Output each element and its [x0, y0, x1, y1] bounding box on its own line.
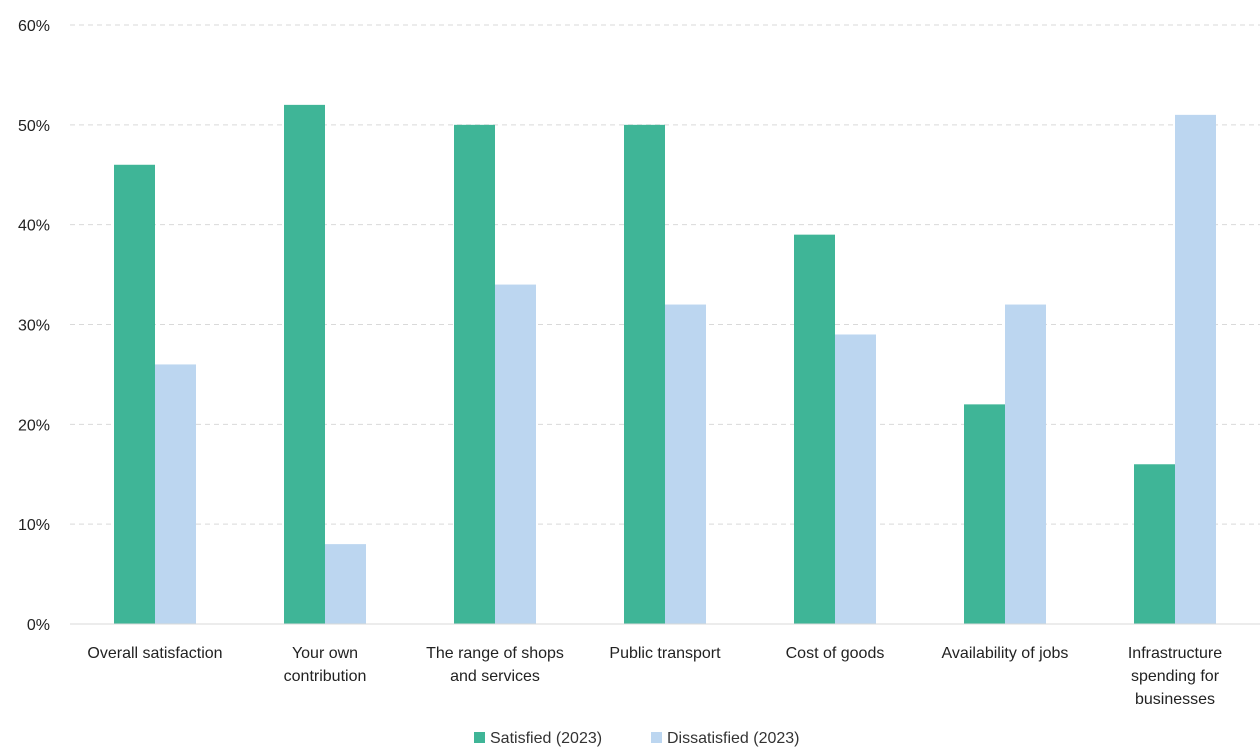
y-tick-label: 20%: [18, 417, 50, 434]
x-category-label: Infrastructure spending for businesses: [1128, 645, 1222, 708]
y-axis-ticks: 0% 10% 20% 30% 40% 50% 60%: [18, 18, 50, 634]
y-tick-label: 0%: [27, 617, 50, 634]
x-category-label-line: Infrastructure: [1128, 645, 1222, 662]
bar-satisfied: [794, 234, 835, 624]
y-tick-label: 40%: [18, 218, 50, 235]
legend: Satisfied (2023) Dissatisfied (2023): [474, 730, 800, 747]
bar-satisfied: [284, 104, 325, 624]
y-tick-label: 10%: [18, 517, 50, 534]
x-axis-categories: Overall satisfaction Your own contribution…: [87, 645, 1222, 708]
x-category-label: Public transport: [609, 645, 721, 662]
x-category-label: Your own contribution: [284, 645, 367, 685]
legend-label: Satisfied (2023): [490, 730, 602, 747]
bar-dissatisfied: [325, 544, 366, 624]
legend-swatch: [474, 732, 485, 743]
x-category-label: Overall satisfaction: [87, 645, 222, 662]
bar-dissatisfied: [1005, 304, 1046, 624]
bar-dissatisfied: [155, 364, 196, 624]
bar-dissatisfied: [495, 284, 536, 624]
x-category-label: Cost of goods: [786, 645, 885, 662]
bar-dissatisfied: [1175, 114, 1216, 624]
y-tick-label: 60%: [18, 18, 50, 35]
x-category-label-line: businesses: [1135, 691, 1215, 708]
x-category-label-line: Public transport: [609, 645, 721, 662]
bar-satisfied: [114, 164, 155, 624]
bar-satisfied: [454, 124, 495, 624]
x-category-label-line: contribution: [284, 668, 367, 685]
legend-swatch: [651, 732, 662, 743]
x-category-label-line: Availability of jobs: [942, 645, 1069, 662]
x-category-label-line: The range of shops: [426, 645, 564, 662]
y-tick-label: 50%: [18, 118, 50, 135]
bar-dissatisfied: [835, 334, 876, 624]
y-tick-label: 30%: [18, 318, 50, 335]
legend-label: Dissatisfied (2023): [667, 730, 800, 747]
bar-satisfied: [624, 124, 665, 624]
x-category-label-line: Your own: [292, 645, 358, 662]
bar-satisfied: [964, 404, 1005, 624]
x-category-label-line: spending for: [1131, 668, 1220, 685]
bar-satisfied: [1134, 464, 1175, 624]
bars: [114, 104, 1216, 624]
bar-dissatisfied: [665, 304, 706, 624]
x-category-label: Availability of jobs: [942, 645, 1069, 662]
x-category-label-line: and services: [450, 668, 540, 685]
x-category-label: The range of shops and services: [426, 645, 564, 685]
x-category-label-line: Cost of goods: [786, 645, 885, 662]
x-category-label-line: Overall satisfaction: [87, 645, 222, 662]
